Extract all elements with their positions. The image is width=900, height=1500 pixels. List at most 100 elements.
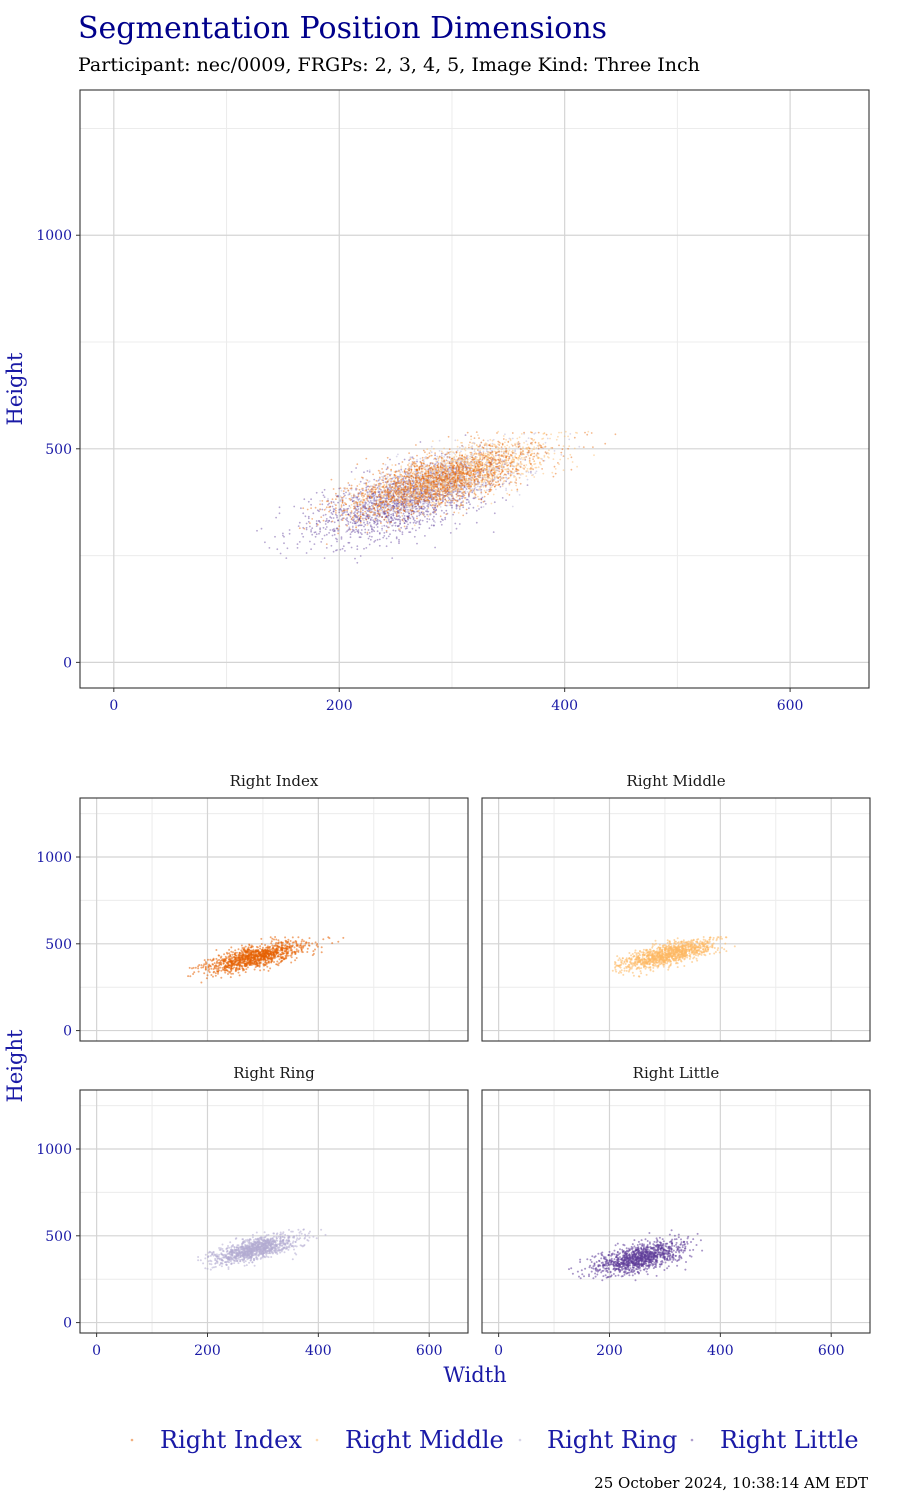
point-right-index [335, 492, 337, 495]
point-right-little [419, 490, 422, 492]
point-right-middle [576, 432, 578, 434]
point-right-little [439, 520, 442, 523]
point-right-little [333, 530, 336, 533]
point-right-middle [480, 485, 483, 488]
point-right-little [447, 491, 450, 494]
point-right-little [364, 528, 367, 531]
point-right-index [353, 502, 355, 505]
point-right-middle [516, 462, 519, 465]
point-right-index [466, 431, 469, 434]
point-right-index [431, 498, 434, 501]
point-right-little [368, 532, 371, 534]
point-right-little [383, 512, 386, 514]
point-right-index [342, 517, 345, 520]
point-right-little [354, 515, 356, 518]
point-right-index [471, 476, 474, 479]
point-right-little [325, 533, 328, 536]
point-right-ring [530, 472, 532, 474]
point-right-middle [399, 528, 401, 531]
point-right-little [387, 526, 390, 529]
point-right-little [430, 524, 433, 527]
point-right-little [406, 504, 408, 507]
point-right-little [357, 520, 360, 522]
point-right-little [391, 477, 394, 480]
point-right-ring [518, 494, 521, 496]
point-right-little [368, 471, 371, 473]
point-right-index [451, 469, 453, 472]
point-right-little [298, 541, 301, 543]
point-right-middle [497, 448, 500, 451]
point-right-index [355, 520, 357, 522]
point-right-middle [573, 447, 576, 450]
point-right-middle [532, 439, 534, 442]
point-right-ring [358, 498, 361, 501]
point-right-little [393, 506, 396, 508]
point-right-little [376, 508, 379, 510]
point-right-middle [535, 447, 538, 449]
point-right-little [433, 498, 435, 501]
point-right-middle [593, 454, 595, 457]
point-right-little [449, 502, 452, 504]
point-right-index [384, 489, 387, 492]
point-right-index [340, 514, 343, 516]
point-right-index [430, 489, 433, 492]
point-right-middle [365, 484, 368, 487]
point-right-little [465, 467, 468, 469]
point-right-little [348, 505, 351, 507]
point-right-little [378, 496, 381, 498]
point-right-little [333, 533, 336, 536]
point-right-middle [542, 443, 545, 445]
point-right-little [406, 520, 408, 523]
point-right-little [436, 494, 439, 496]
point-right-index [426, 456, 429, 459]
point-right-middle [437, 457, 440, 460]
point-right-index [380, 494, 382, 497]
point-right-little [387, 520, 390, 522]
point-right-index [509, 481, 512, 483]
point-right-little [367, 537, 370, 540]
point-right-little [458, 485, 461, 487]
point-right-index [530, 467, 532, 469]
point-right-middle [442, 452, 444, 454]
point-right-little [307, 517, 310, 520]
point-right-little [451, 490, 453, 492]
point-right-little [342, 492, 345, 495]
point-right-little [398, 496, 400, 498]
point-right-middle [542, 472, 545, 475]
point-right-little [429, 494, 432, 497]
point-right-little [380, 507, 382, 510]
point-right-little [342, 512, 345, 514]
point-right-index [420, 462, 423, 465]
point-right-little [447, 477, 450, 480]
point-right-index [384, 474, 387, 477]
point-right-index [508, 494, 511, 496]
point-right-ring [348, 526, 351, 528]
point-right-little [336, 549, 338, 551]
point-right-middle [457, 512, 460, 514]
point-right-ring [487, 439, 489, 442]
point-right-little [342, 545, 345, 548]
point-right-little [368, 497, 371, 500]
point-right-index [481, 453, 484, 456]
point-right-index [490, 469, 493, 472]
point-right-index [526, 451, 529, 454]
point-right-little [391, 519, 394, 521]
point-right-ring [477, 485, 479, 488]
point-right-little [487, 475, 489, 478]
point-right-middle [486, 447, 488, 450]
point-right-index [402, 494, 405, 497]
point-right-index [491, 450, 494, 453]
point-right-index [398, 501, 400, 504]
point-right-little [386, 511, 389, 513]
point-right-index [463, 460, 466, 463]
point-right-index [385, 529, 388, 532]
point-right-little [436, 461, 439, 463]
point-right-little [366, 470, 369, 472]
point-right-middle [447, 460, 450, 463]
point-right-little [278, 506, 281, 509]
point-right-little [256, 529, 258, 532]
point-right-little [407, 518, 409, 521]
point-right-little [434, 506, 436, 509]
point-right-little [373, 478, 376, 481]
